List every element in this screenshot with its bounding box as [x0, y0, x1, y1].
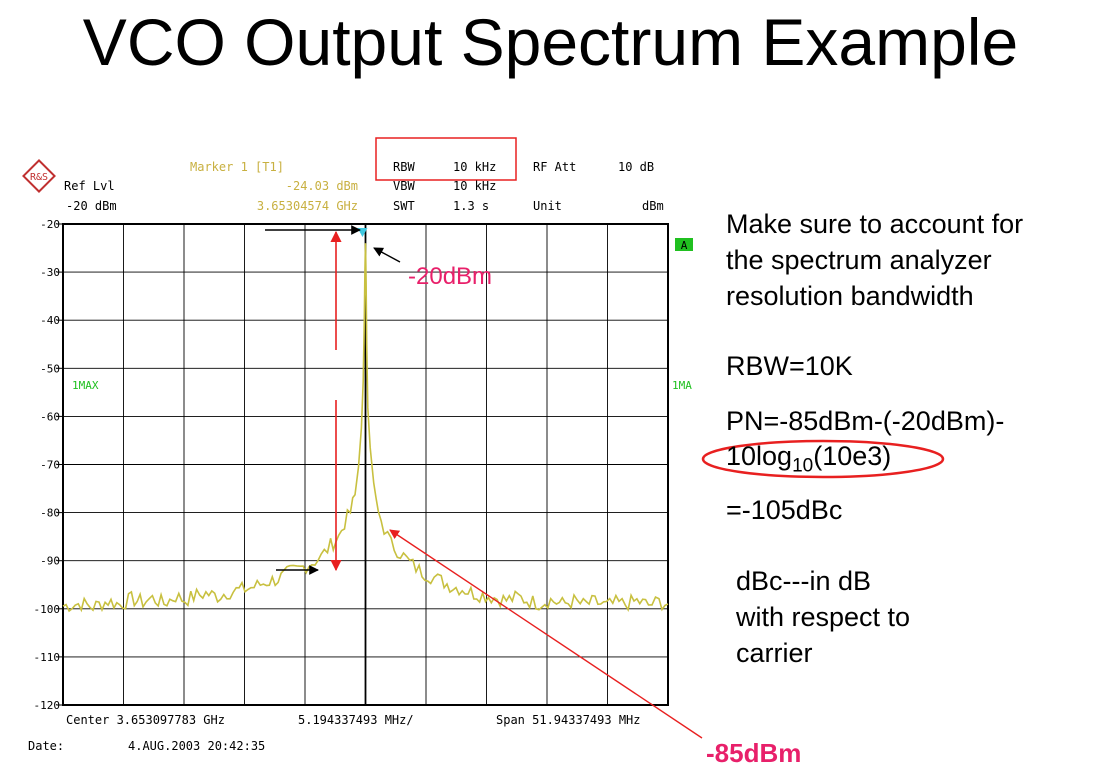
vbw-label: VBW [393, 179, 415, 193]
note-text: Make sure to account for the spectrum an… [726, 206, 1023, 314]
rf-att-value: 10 dB [618, 160, 654, 174]
marker-level: -24.03 dBm [286, 179, 358, 193]
center-frequency: Center 3.653097783 GHz [66, 713, 225, 727]
y-tick-label: -40 [40, 314, 60, 327]
span-frequency: Span 51.94337493 MHz [496, 713, 641, 727]
y-tick-label: -100 [34, 603, 61, 616]
rbw-label: RBW [393, 160, 415, 174]
swt-label: SWT [393, 199, 415, 213]
rbw-value: 10 kHz [453, 160, 496, 174]
swt-value: 1.3 s [453, 199, 489, 213]
note-line: Make sure to account for [726, 209, 1024, 239]
pn-equation-line1: PN=-85dBm-(-20dBm)- [726, 406, 1005, 436]
marker-label: Marker 1 [T1] [190, 160, 284, 174]
log-argument: (10e3) [813, 441, 892, 471]
rbw-highlight-box [375, 137, 517, 181]
y-tick-label: -70 [40, 459, 60, 472]
arrow-to-skirt [389, 529, 703, 739]
trace-right-label: 1MA [672, 379, 692, 392]
svg-text:R&S: R&S [30, 172, 48, 183]
y-tick-label: -50 [40, 362, 60, 375]
date-value: 4.AUG.2003 20:42:35 [128, 739, 265, 753]
frequency-per-division: 5.194337493 MHz/ [298, 713, 414, 727]
trace-left-label: 1MAX [72, 379, 99, 392]
unit-value: dBm [642, 199, 664, 213]
result-value: =-105dBc [726, 495, 843, 525]
callout-top: -20dBm [408, 263, 492, 290]
rs-logo-icon: R&S [22, 159, 56, 193]
vbw-value: 10 kHz [453, 179, 496, 193]
note-line: resolution bandwidth [726, 281, 974, 311]
dbc-line: carrier [736, 638, 813, 668]
y-tick-label: -110 [34, 651, 61, 664]
y-tick-label: -120 [34, 699, 61, 712]
ref-level-value: -20 dBm [66, 199, 117, 213]
date-label: Date: [28, 739, 64, 753]
y-tick-label: -60 [40, 410, 60, 423]
marker-frequency: 3.65304574 GHz [257, 199, 358, 213]
y-tick-label: -30 [40, 266, 60, 279]
y-tick-label: -90 [40, 555, 60, 568]
note-line: the spectrum analyzer [726, 245, 992, 275]
slide-title: VCO Output Spectrum Example [82, 5, 1019, 79]
trace-a-badge-label: A [681, 239, 688, 252]
spectrum-trace [62, 243, 669, 613]
unit-label: Unit [533, 199, 562, 213]
dbc-definition: dBc---in dB with respect to carrier [736, 563, 910, 671]
log-term-highlight [701, 439, 945, 479]
pn-equation-line2: 10log10(10e3) [726, 438, 891, 484]
y-tick-label: -80 [40, 507, 60, 520]
ref-level-label: Ref Lvl [64, 179, 115, 193]
dbc-line: with respect to [736, 602, 911, 632]
callout-bottom: -85dBm [706, 738, 801, 768]
arrow-to-marker [373, 247, 401, 263]
rbw-equation: RBW=10K [726, 351, 853, 381]
log-subscript: 10 [792, 455, 814, 477]
dbc-line: dBc---in dB [736, 566, 872, 596]
rf-att-label: RF Att [533, 160, 576, 174]
trace-a-badge [675, 238, 693, 251]
y-tick-label: -20 [40, 218, 60, 231]
log-text: 10log [726, 441, 793, 471]
y-tick-labels: -20 -30 -40 -50 -60 -70 -80 -90 -100 -110 -120 [34, 218, 63, 712]
